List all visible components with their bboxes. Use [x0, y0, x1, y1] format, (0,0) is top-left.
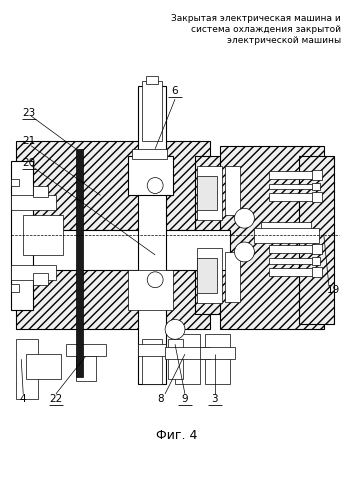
Bar	[138, 86, 166, 384]
Bar	[269, 194, 314, 202]
Bar	[11, 284, 19, 292]
Bar	[16, 230, 229, 270]
Bar	[220, 146, 324, 329]
Bar	[269, 245, 314, 253]
Bar	[128, 156, 173, 196]
Bar	[269, 258, 314, 264]
Text: 19: 19	[327, 285, 340, 295]
Bar	[312, 257, 320, 265]
Bar	[195, 156, 274, 314]
Text: 9: 9	[182, 394, 188, 404]
Bar	[76, 149, 83, 377]
Circle shape	[165, 319, 185, 339]
Text: Фиг. 4: Фиг. 4	[156, 429, 197, 442]
Bar	[142, 81, 162, 141]
Bar	[16, 141, 210, 230]
Circle shape	[147, 178, 163, 194]
Text: 21: 21	[23, 136, 36, 146]
Bar	[16, 339, 38, 399]
Bar	[312, 193, 322, 203]
Bar	[11, 265, 56, 280]
Text: 3: 3	[211, 394, 218, 404]
Text: Закрытая электрическая машина и: Закрытая электрическая машина и	[171, 14, 341, 23]
Text: 23: 23	[23, 108, 36, 118]
Bar	[269, 268, 314, 276]
Circle shape	[234, 208, 255, 228]
Bar	[312, 244, 322, 254]
Bar	[299, 156, 334, 324]
Bar	[11, 179, 19, 187]
Bar	[200, 347, 234, 359]
Bar	[165, 347, 210, 359]
Circle shape	[147, 272, 163, 288]
Bar	[128, 270, 173, 309]
Bar	[225, 166, 239, 215]
Bar	[269, 171, 314, 179]
Bar	[197, 166, 222, 220]
Bar	[168, 339, 183, 379]
Bar	[205, 334, 229, 384]
Bar	[76, 356, 96, 381]
Bar	[312, 170, 322, 180]
Bar	[312, 183, 320, 191]
Bar	[197, 248, 222, 302]
Bar	[142, 339, 162, 384]
Text: система охлаждения закрытой: система охлаждения закрытой	[191, 25, 341, 34]
Bar	[33, 186, 48, 198]
Bar	[225, 252, 239, 301]
Bar	[197, 258, 217, 292]
Bar	[11, 196, 56, 210]
Bar	[23, 215, 63, 255]
Bar	[132, 149, 167, 159]
Bar	[11, 161, 33, 309]
Text: 8: 8	[157, 394, 163, 404]
Bar	[269, 184, 314, 190]
Bar	[255, 228, 319, 243]
Text: 4: 4	[20, 394, 26, 404]
Text: электрической машины: электрической машины	[227, 36, 341, 45]
Bar	[175, 334, 200, 384]
Text: 20: 20	[23, 158, 36, 168]
Bar	[138, 344, 166, 356]
Bar	[312, 267, 322, 277]
Text: 22: 22	[49, 394, 62, 404]
Circle shape	[234, 242, 255, 262]
Text: 6: 6	[172, 86, 178, 96]
Bar	[197, 176, 217, 210]
Bar	[66, 344, 106, 356]
Bar	[33, 273, 48, 285]
Bar	[261, 222, 311, 230]
Bar	[16, 240, 210, 329]
Bar	[146, 76, 158, 84]
Bar	[26, 354, 61, 379]
